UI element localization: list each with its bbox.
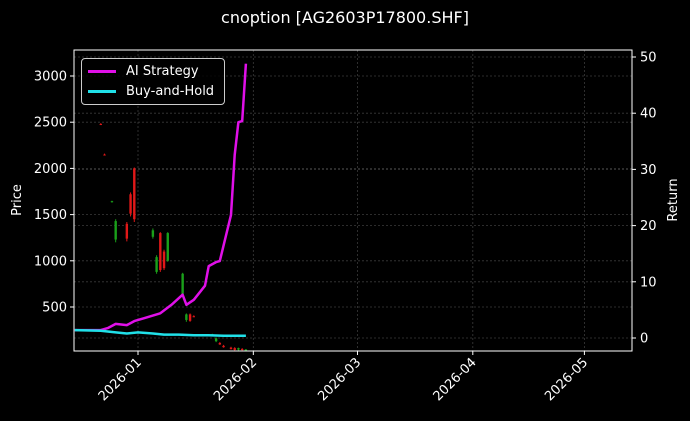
x-tick-label: 2026-01 <box>96 355 145 404</box>
y-tick-label-left: 500 <box>42 301 67 316</box>
plot-frame <box>73 49 633 352</box>
candle-body <box>218 343 222 345</box>
legend-label: Buy-and-Hold <box>126 83 215 99</box>
legend-swatch-buy-and-hold <box>88 89 116 93</box>
candle-body <box>222 345 225 348</box>
y-tick-label-right: 40 <box>640 107 657 122</box>
candle-body <box>192 316 195 318</box>
y-tick-label-right: 10 <box>640 275 657 290</box>
y-tick-label-left: 1000 <box>34 254 67 269</box>
chart-title: cnoption [AG2603P17800.SHF] <box>221 8 469 27</box>
candlesticks <box>99 123 248 351</box>
x-tick-label: 2026-02 <box>211 355 260 404</box>
candle-body <box>233 348 236 350</box>
legend: AI Strategy Buy-and-Hold <box>81 58 225 105</box>
line-ai-strategy <box>74 63 248 332</box>
legend-swatch-ai-strategy <box>88 69 116 73</box>
candle-body <box>99 124 102 126</box>
candle-body <box>185 314 188 320</box>
y-tick-label-right: 0 <box>640 332 648 347</box>
candle-body <box>181 273 184 295</box>
x-tick-label: 2026-03 <box>315 355 364 404</box>
y-tick-label-right: 30 <box>640 163 657 178</box>
candle-body <box>103 154 106 156</box>
y-axis-label-left: Price <box>10 184 25 216</box>
candle-body <box>129 194 132 214</box>
legend-item-buy-and-hold: Buy-and-Hold <box>88 81 214 101</box>
candle-body <box>110 201 114 203</box>
y-tick-label-right: 20 <box>640 219 657 234</box>
line-buy-and-hold <box>74 328 246 338</box>
legend-item-ai-strategy: AI Strategy <box>88 61 199 81</box>
candle-body <box>237 348 240 350</box>
candle-body <box>166 233 169 261</box>
candle-body <box>114 221 117 240</box>
candle-body <box>162 251 166 269</box>
candle-body <box>159 233 162 271</box>
candle-body <box>151 230 155 237</box>
candle-body <box>133 168 136 220</box>
y-tick-label-right: 50 <box>640 51 657 66</box>
candle-body <box>244 349 248 351</box>
candle-body <box>229 347 233 350</box>
x-tick-label: 2026-04 <box>431 355 480 404</box>
legend-label: AI Strategy <box>126 63 199 79</box>
return-lines <box>74 63 248 338</box>
y-tick-label-left: 2000 <box>34 162 67 177</box>
candle-body <box>125 223 129 239</box>
x-tick-label: 2026-05 <box>542 355 591 404</box>
y-tick-label-left: 2500 <box>34 116 67 131</box>
candle-body <box>155 257 158 272</box>
y-tick-label-left: 3000 <box>34 70 67 85</box>
candle-body <box>240 349 244 351</box>
candle-body <box>214 338 218 342</box>
candle-body <box>188 314 192 321</box>
y-axis-label-right: Return <box>666 178 681 221</box>
y-tick-label-left: 1500 <box>34 208 67 223</box>
